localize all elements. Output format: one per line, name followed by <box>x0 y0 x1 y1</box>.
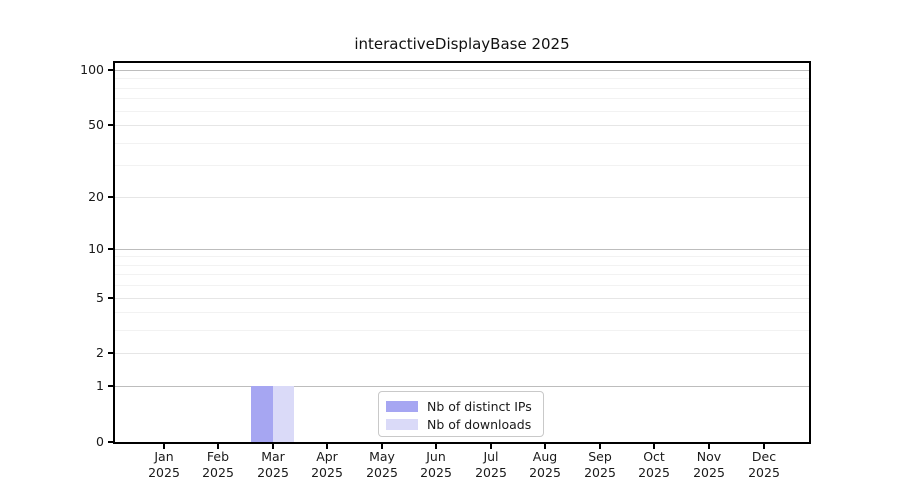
x-tick-year: 2025 <box>693 465 725 480</box>
legend-label-distinct-ips: Nb of distinct IPs <box>427 398 532 414</box>
legend-entry-distinct-ips: Nb of distinct IPs <box>386 397 535 415</box>
x-tick-mark <box>490 444 492 449</box>
y-tick-mark <box>108 352 113 354</box>
gridline <box>115 312 809 313</box>
x-tick-mark <box>163 444 165 449</box>
gridline <box>115 353 809 354</box>
gridline <box>115 143 809 144</box>
x-tick-label: Jan 2025 <box>134 449 194 481</box>
x-tick-mark <box>763 444 765 449</box>
x-tick-year: 2025 <box>257 465 289 480</box>
x-tick-year: 2025 <box>311 465 343 480</box>
y-tick-mark <box>108 196 113 198</box>
x-tick-mark <box>217 444 219 449</box>
gridline <box>115 274 809 275</box>
gridline <box>115 298 809 299</box>
gridline <box>115 98 809 99</box>
y-tick-mark <box>108 297 113 299</box>
y-tick-label: 100 <box>80 62 104 77</box>
x-tick-label: Mar 2025 <box>243 449 303 481</box>
legend-swatch-distinct-ips <box>386 400 418 412</box>
x-tick-mark <box>272 444 274 449</box>
x-tick-year: 2025 <box>638 465 670 480</box>
x-tick-year: 2025 <box>475 465 507 480</box>
gridline <box>115 125 809 126</box>
y-tick-label: 50 <box>88 117 104 132</box>
x-tick-label: Apr 2025 <box>297 449 357 481</box>
x-tick-mark <box>708 444 710 449</box>
bar-nb-of-downloads <box>272 386 295 442</box>
x-tick-year: 2025 <box>420 465 452 480</box>
x-tick-year: 2025 <box>748 465 780 480</box>
x-tick-label: Feb 2025 <box>188 449 248 481</box>
x-tick-label: May 2025 <box>352 449 412 481</box>
y-tick-mark <box>108 441 113 443</box>
legend-swatch-downloads <box>386 418 418 430</box>
x-tick-label: Jun 2025 <box>406 449 466 481</box>
x-tick-mark <box>599 444 601 449</box>
x-tick-year: 2025 <box>584 465 616 480</box>
gridline <box>115 111 809 112</box>
gridline <box>115 88 809 89</box>
gridline <box>115 165 809 166</box>
gridline <box>115 256 809 257</box>
y-tick-mark <box>108 124 113 126</box>
x-tick-label: Aug 2025 <box>515 449 575 481</box>
y-tick-mark <box>108 69 113 71</box>
legend: Nb of distinct IPs Nb of downloads <box>378 391 544 437</box>
x-tick-year: 2025 <box>529 465 561 480</box>
gridline <box>115 70 809 71</box>
gridline <box>115 265 809 266</box>
y-tick-label: 2 <box>96 345 104 360</box>
x-tick-label: Sep 2025 <box>570 449 630 481</box>
x-tick-label: Oct 2025 <box>624 449 684 481</box>
plot-area <box>113 61 811 444</box>
gridline <box>115 249 809 250</box>
x-tick-label: Jul 2025 <box>461 449 521 481</box>
x-tick-mark <box>326 444 328 449</box>
x-tick-mark <box>544 444 546 449</box>
gridline <box>115 78 809 79</box>
x-tick-year: 2025 <box>202 465 234 480</box>
y-tick-label: 0 <box>96 434 104 449</box>
gridline <box>115 330 809 331</box>
y-tick-label: 5 <box>96 290 104 305</box>
x-tick-label: Dec 2025 <box>734 449 794 481</box>
x-tick-mark <box>435 444 437 449</box>
bar-nb-of-distinct-ips <box>250 386 273 442</box>
x-tick-year: 2025 <box>366 465 398 480</box>
y-tick-mark <box>108 385 113 387</box>
gridline <box>115 197 809 198</box>
legend-entry-downloads: Nb of downloads <box>386 415 535 433</box>
x-tick-mark <box>381 444 383 449</box>
y-tick-label: 10 <box>88 241 104 256</box>
gridline <box>115 386 809 387</box>
x-tick-mark <box>653 444 655 449</box>
x-tick-label: Nov 2025 <box>679 449 739 481</box>
y-tick-label: 1 <box>96 378 104 393</box>
legend-label-downloads: Nb of downloads <box>427 416 532 432</box>
y-tick-mark <box>108 248 113 250</box>
y-tick-label: 20 <box>88 189 104 204</box>
chart-title: interactiveDisplayBase 2025 <box>354 35 570 53</box>
x-tick-year: 2025 <box>148 465 180 480</box>
gridline <box>115 285 809 286</box>
